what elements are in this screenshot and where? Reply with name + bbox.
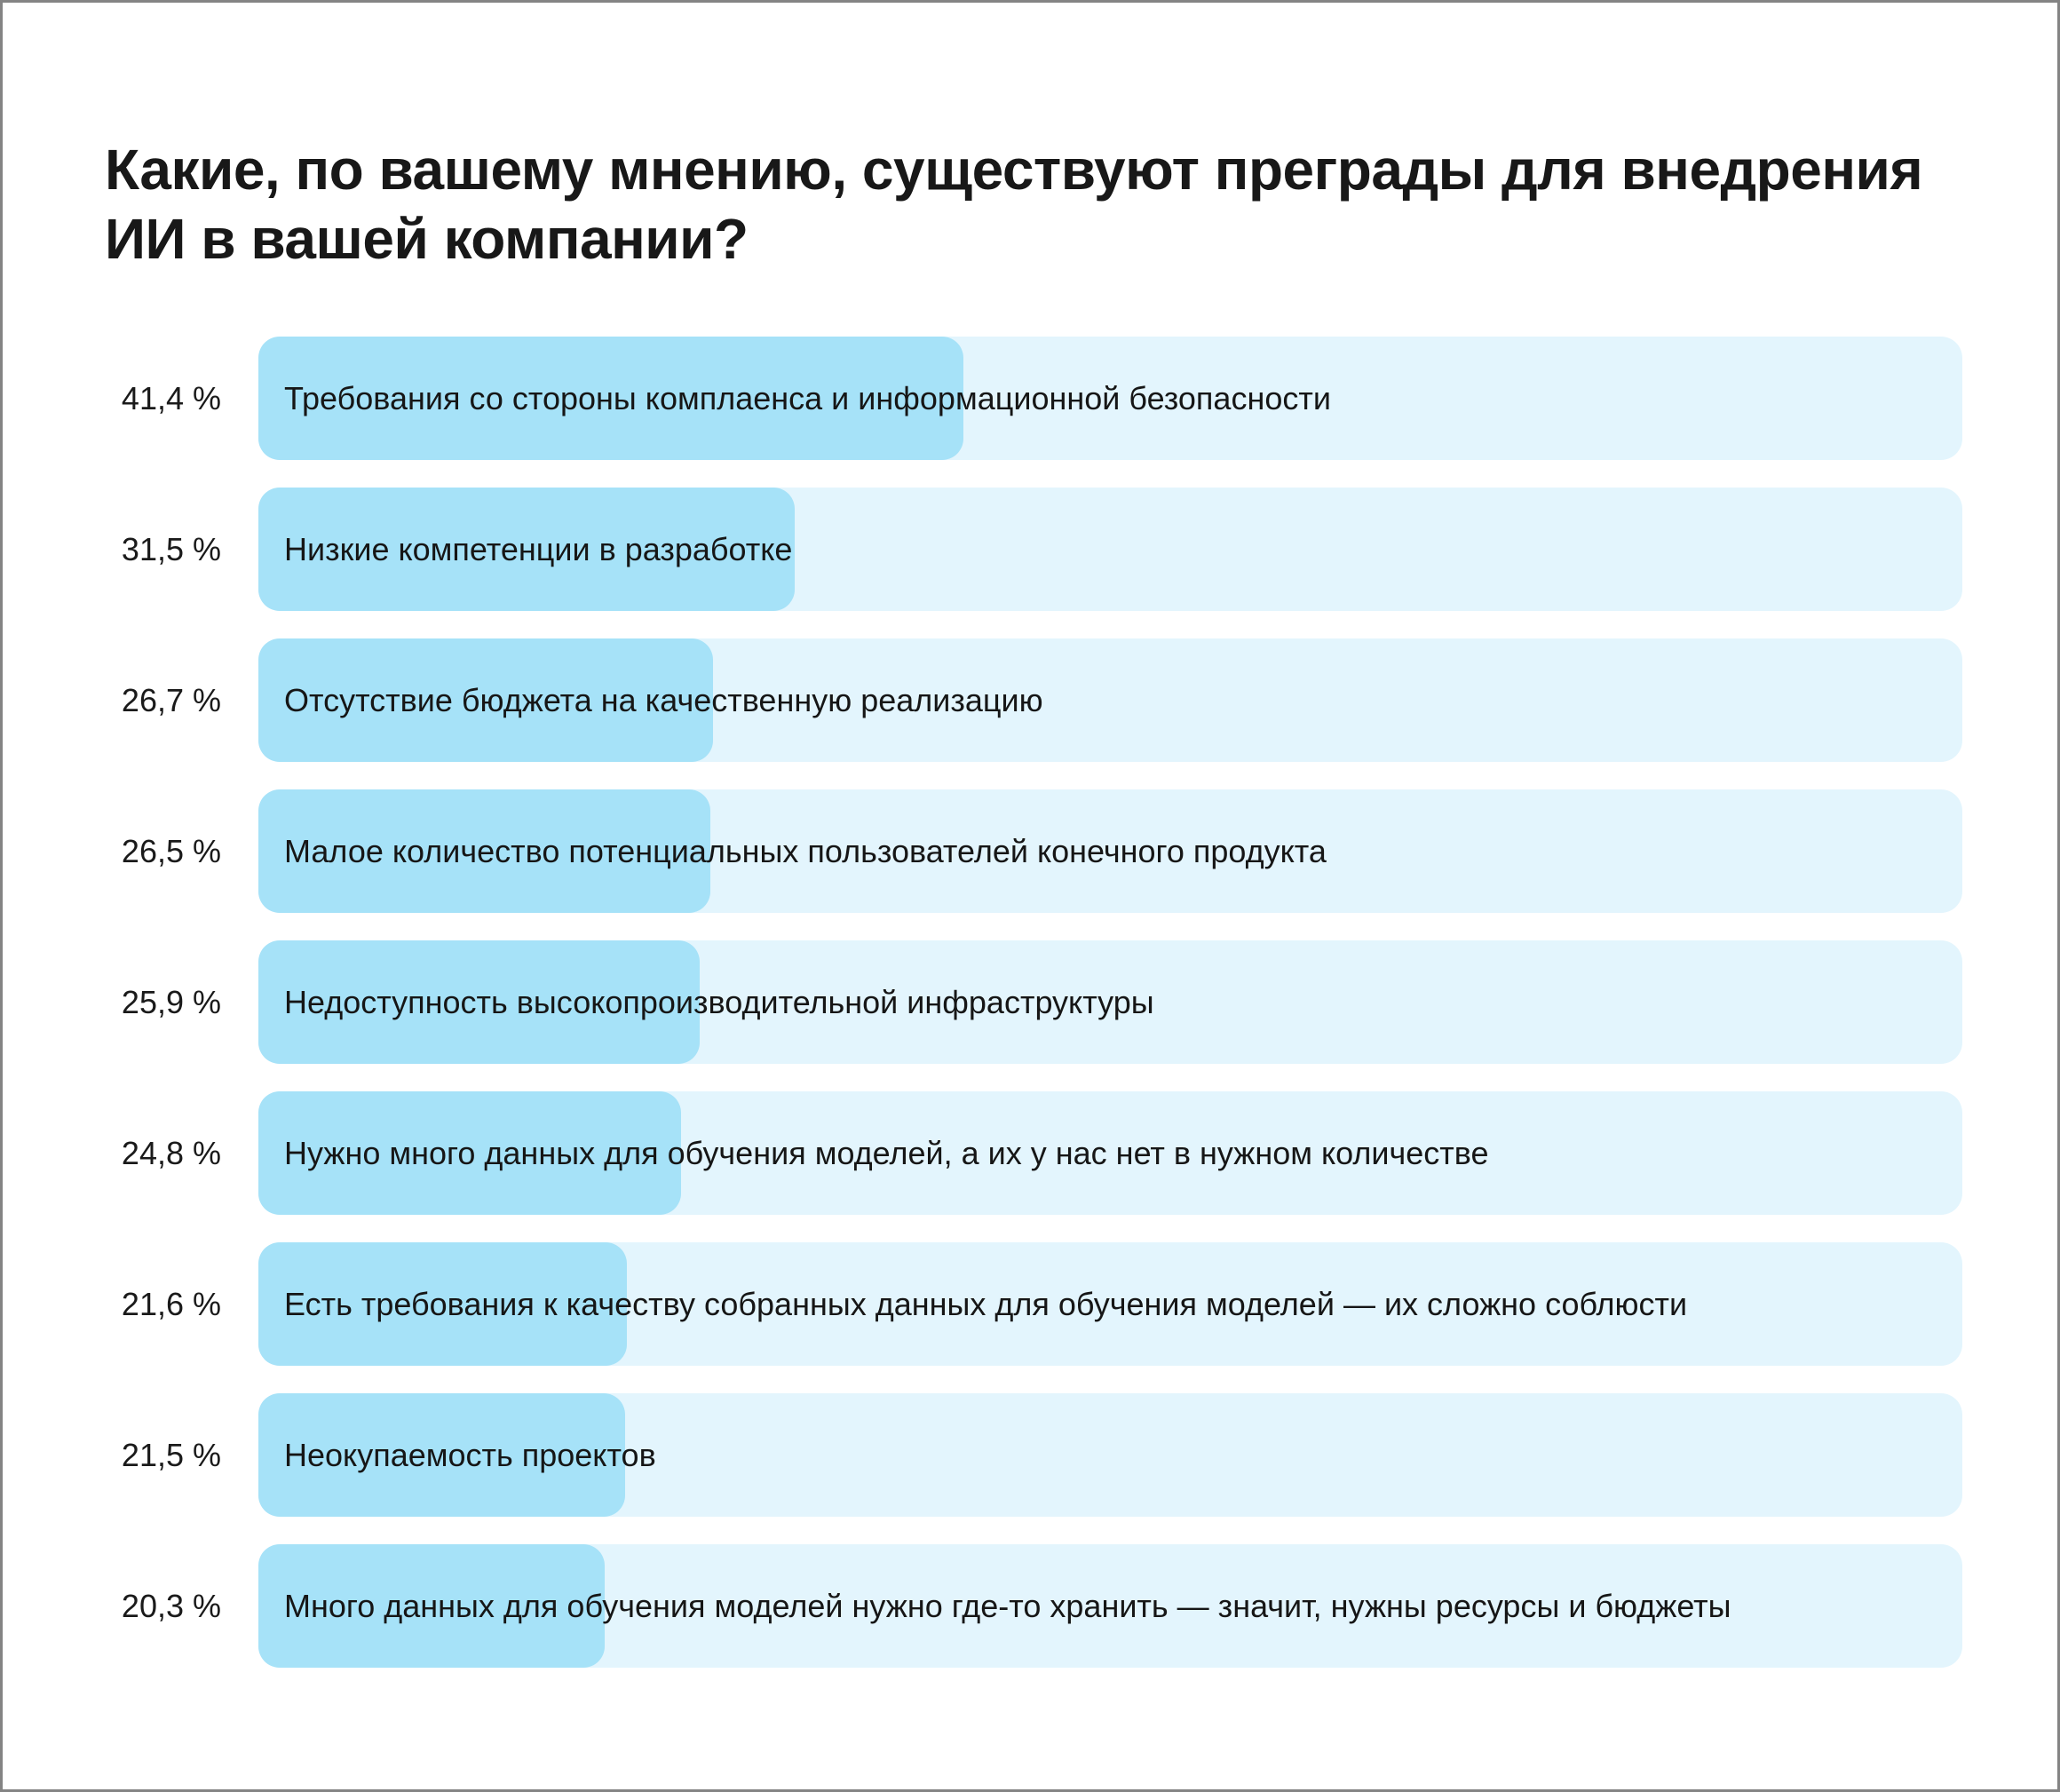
bar-track: Нужно много данных для обучения моделей,… bbox=[258, 1091, 1962, 1215]
bar-value-label: 24,8 % bbox=[121, 1134, 221, 1171]
bar-track: Есть требования к качеству собранных дан… bbox=[258, 1242, 1962, 1366]
bar-track: Отсутствие бюджета на качественную реали… bbox=[258, 638, 1962, 762]
bar-value-label: 26,5 % bbox=[121, 832, 221, 869]
bar-value-label: 26,7 % bbox=[121, 681, 221, 718]
bar-track: Малое количество потенциальных пользоват… bbox=[258, 789, 1962, 913]
bar-category-label: Отсутствие бюджета на качественную реали… bbox=[284, 681, 1043, 718]
bar-value-label: 20,3 % bbox=[121, 1587, 221, 1624]
bar-row: 31,5 % Низкие компетенции в разработке bbox=[3, 488, 2057, 611]
page-title-line-1: Какие, по вашему мнению, существуют прег… bbox=[105, 137, 1923, 202]
bar-fill bbox=[258, 1091, 681, 1215]
bar-row: 24,8 % Нужно много данных для обучения мо… bbox=[3, 1091, 2057, 1215]
bar-track: Требования со стороны комплаенса и инфор… bbox=[258, 337, 1962, 460]
bar-value-label: 41,4 % bbox=[121, 379, 221, 416]
bar-category-label: Неокупаемость проектов bbox=[284, 1436, 656, 1473]
bar-value-label: 25,9 % bbox=[121, 983, 221, 1020]
bar-row: 21,5 % Неокупаемость проектов bbox=[3, 1393, 2057, 1517]
bar-fill bbox=[258, 1544, 605, 1668]
bar-row: 26,5 % Малое количество потенциальных пол… bbox=[3, 789, 2057, 913]
bar-chart: 41,4 % Требования со стороны комплаенса и… bbox=[3, 337, 2057, 1695]
bar-value-label: 21,5 % bbox=[121, 1436, 221, 1473]
bar-category-label: Требования со стороны комплаенса и инфор… bbox=[284, 379, 1331, 416]
bar-fill bbox=[258, 789, 710, 913]
bar-row: 41,4 % Требования со стороны комплаенса и… bbox=[3, 337, 2057, 460]
bar-category-label: Нужно много данных для обучения моделей,… bbox=[284, 1134, 1489, 1171]
page-title: Какие, по вашему мнению, существуют прег… bbox=[105, 135, 1923, 274]
bar-row: 25,9 % Недоступность высокопроизводительн… bbox=[3, 940, 2057, 1064]
page-title-line-2: ИИ в вашей компании? bbox=[105, 206, 749, 271]
bar-fill bbox=[258, 337, 964, 460]
bar-fill bbox=[258, 1393, 625, 1517]
bar-fill bbox=[258, 940, 701, 1064]
bar-fill bbox=[258, 488, 796, 611]
bar-category-label: Низкие компетенции в разработке bbox=[284, 530, 793, 567]
bar-track: Недоступность высокопроизводительной инф… bbox=[258, 940, 1962, 1064]
bar-category-label: Недоступность высокопроизводительной инф… bbox=[284, 983, 1154, 1020]
bar-category-label: Есть требования к качеству собранных дан… bbox=[284, 1285, 1688, 1322]
bar-row: 26,7 % Отсутствие бюджета на качественную… bbox=[3, 638, 2057, 762]
bar-value-label: 21,6 % bbox=[121, 1285, 221, 1322]
bar-track: Много данных для обучения моделей нужно … bbox=[258, 1544, 1962, 1668]
bar-fill bbox=[258, 1242, 627, 1366]
bar-row: 21,6 % Есть требования к качеству собранн… bbox=[3, 1242, 2057, 1366]
bar-value-label: 31,5 % bbox=[121, 530, 221, 567]
bar-category-label: Малое количество потенциальных пользоват… bbox=[284, 832, 1327, 869]
bar-category-label: Много данных для обучения моделей нужно … bbox=[284, 1587, 1731, 1624]
bar-track: Неокупаемость проектов bbox=[258, 1393, 1962, 1517]
bar-track: Низкие компетенции в разработке bbox=[258, 488, 1962, 611]
bar-fill bbox=[258, 638, 714, 762]
bar-row: 20,3 % Много данных для обучения моделей … bbox=[3, 1544, 2057, 1668]
